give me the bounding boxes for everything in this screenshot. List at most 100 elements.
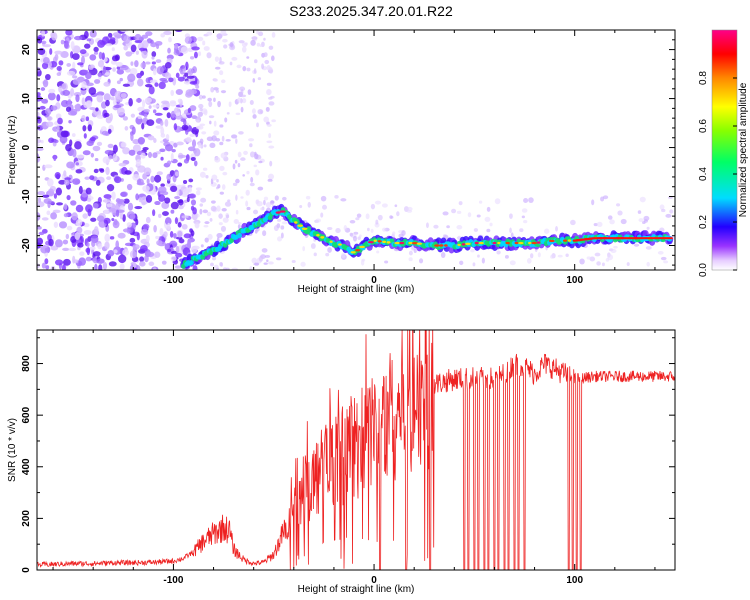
noise-cell bbox=[521, 208, 528, 213]
noise-cell bbox=[70, 88, 75, 97]
noise-cell bbox=[46, 178, 54, 187]
noise-cell bbox=[188, 193, 197, 199]
colorbar-frame bbox=[711, 29, 738, 271]
noise-cell bbox=[446, 225, 450, 229]
noise-cell bbox=[221, 184, 226, 190]
noise-cell bbox=[199, 107, 203, 112]
noise-cell bbox=[92, 251, 101, 257]
noise-cell bbox=[426, 222, 429, 229]
noise-cell bbox=[280, 225, 285, 230]
noise-cell bbox=[138, 111, 146, 116]
noise-cell bbox=[45, 265, 50, 270]
noise-cell bbox=[141, 122, 145, 130]
noise-cell bbox=[91, 240, 96, 247]
noise-cell bbox=[235, 194, 238, 201]
noise-cell bbox=[85, 71, 92, 80]
noise-cell bbox=[242, 65, 247, 72]
noise-cell bbox=[85, 256, 92, 262]
noise-cell bbox=[263, 116, 270, 123]
x-tick-label: 0 bbox=[371, 575, 377, 586]
noise-cell bbox=[234, 159, 238, 164]
noise-cell bbox=[124, 170, 132, 175]
noise-cell bbox=[186, 196, 190, 203]
colorbar-ticks: 0.0 0.2 0.4 0.6 0.8 bbox=[698, 71, 737, 277]
noise-cell bbox=[197, 125, 204, 130]
noise-cell bbox=[112, 144, 118, 153]
noise-cell bbox=[136, 72, 142, 79]
noise-cell bbox=[177, 230, 183, 238]
noise-cell bbox=[97, 243, 103, 250]
noise-cell bbox=[209, 217, 213, 222]
noise-cell bbox=[66, 161, 75, 169]
noise-cell bbox=[58, 60, 64, 66]
noise-cell bbox=[187, 68, 194, 76]
noise-cell bbox=[135, 193, 139, 201]
noise-cell bbox=[96, 114, 104, 119]
noise-cell bbox=[188, 178, 194, 183]
noise-cell bbox=[57, 117, 63, 125]
noise-cell bbox=[37, 138, 42, 144]
noise-cell bbox=[81, 81, 87, 90]
ridge-cell bbox=[567, 239, 572, 242]
noise-cell bbox=[190, 245, 198, 254]
noise-cell bbox=[104, 233, 111, 243]
noise-cell bbox=[203, 225, 209, 228]
noise-cell bbox=[217, 184, 221, 189]
noise-cell bbox=[96, 141, 103, 146]
noise-cell bbox=[260, 110, 263, 114]
noise-cell bbox=[341, 252, 346, 259]
noise-cell bbox=[44, 164, 53, 169]
noise-cell bbox=[586, 256, 592, 260]
y-tick-label: 600 bbox=[21, 406, 32, 423]
noise-cell bbox=[78, 185, 83, 195]
noise-cell bbox=[42, 194, 50, 198]
noise-cell bbox=[169, 231, 174, 238]
noise-cell bbox=[37, 111, 40, 117]
noise-cell bbox=[196, 36, 204, 42]
noise-cell bbox=[93, 226, 99, 235]
noise-cell bbox=[175, 245, 180, 254]
noise-cell bbox=[228, 101, 232, 108]
noise-cell bbox=[115, 198, 121, 204]
noise-cell bbox=[275, 257, 282, 261]
noise-cell bbox=[154, 174, 162, 183]
noise-cell bbox=[381, 203, 388, 208]
noise-cell bbox=[263, 262, 268, 265]
noise-cell bbox=[89, 30, 97, 38]
noise-cell bbox=[555, 226, 558, 232]
noise-cell bbox=[151, 61, 156, 65]
noise-cell bbox=[155, 59, 162, 64]
noise-cell bbox=[231, 56, 238, 61]
noise-cell bbox=[357, 236, 361, 240]
noise-cell bbox=[214, 56, 220, 62]
y-tick-label: -20 bbox=[21, 238, 32, 253]
noise-cell bbox=[96, 258, 105, 264]
noise-cell bbox=[92, 202, 99, 209]
noise-cell bbox=[251, 108, 256, 114]
noise-cell bbox=[89, 175, 95, 181]
noise-cell bbox=[657, 250, 664, 255]
noise-cell bbox=[504, 254, 509, 259]
noise-cell bbox=[183, 119, 187, 126]
noise-cell bbox=[486, 206, 491, 212]
noise-cell bbox=[175, 88, 183, 96]
noise-cell bbox=[87, 236, 92, 242]
noise-cell bbox=[164, 217, 172, 225]
noise-cell bbox=[166, 173, 172, 181]
noise-cell bbox=[665, 213, 672, 218]
noise-cell bbox=[643, 215, 650, 221]
noise-cell bbox=[134, 60, 139, 68]
noise-cell bbox=[66, 63, 72, 67]
noise-cell bbox=[198, 103, 204, 109]
noise-cell bbox=[114, 176, 122, 184]
noise-cell bbox=[63, 203, 68, 211]
ridge-cell bbox=[461, 243, 466, 246]
noise-cell bbox=[175, 252, 183, 258]
noise-cell bbox=[103, 112, 110, 118]
noise-cell bbox=[639, 196, 646, 203]
noise-cell bbox=[155, 125, 164, 129]
noise-cell bbox=[255, 169, 260, 176]
noise-cell bbox=[202, 40, 206, 46]
noise-cell bbox=[148, 261, 155, 266]
noise-cell bbox=[473, 228, 478, 232]
